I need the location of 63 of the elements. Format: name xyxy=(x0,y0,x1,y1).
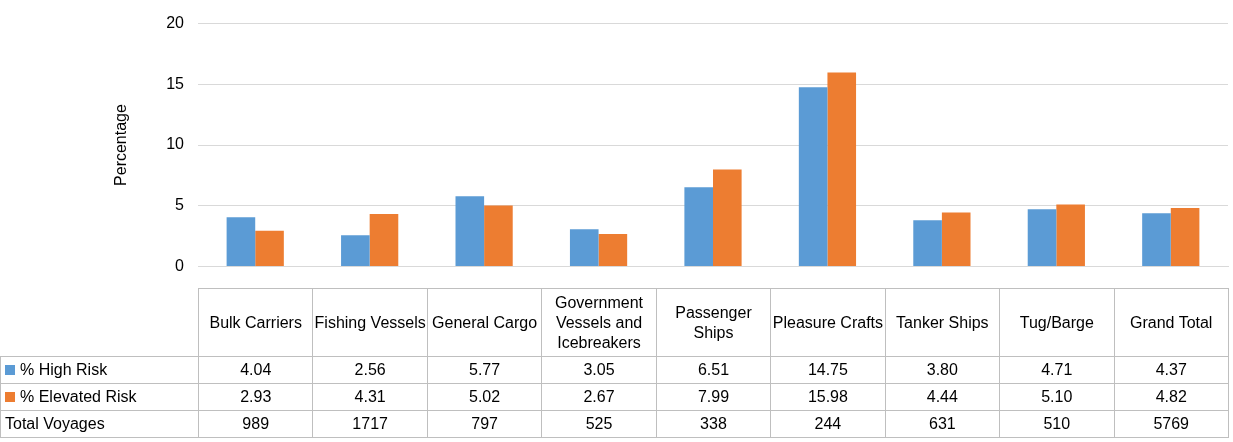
y-tick-label: 5 xyxy=(175,196,185,214)
data-label: 4.04 xyxy=(198,356,313,384)
text: 5769 xyxy=(1114,410,1229,438)
x-tick-label: Fishing Vessels xyxy=(312,288,428,357)
x-tick-label: Passenger Ships xyxy=(656,288,771,357)
data-label: 4.71 xyxy=(999,356,1114,384)
bar xyxy=(1142,213,1171,266)
text: 525 xyxy=(541,410,657,438)
y-axis-title: Percentage xyxy=(112,103,130,186)
data-label: 3.80 xyxy=(885,356,1000,384)
bar xyxy=(1056,204,1085,266)
bar xyxy=(798,87,828,266)
text: 989 xyxy=(198,410,313,438)
text: 631 xyxy=(885,410,1000,438)
x-tick-label: Tanker Ships xyxy=(885,288,1000,357)
bar xyxy=(1170,207,1200,266)
data-label: 7.99 xyxy=(656,383,771,411)
bar xyxy=(226,217,256,266)
x-tick-label: Tug/Barge xyxy=(999,288,1114,357)
legend-label: % Elevated Risk xyxy=(0,383,199,411)
x-tick-label: Government Vessels and Icebreakers xyxy=(541,288,657,357)
data-label: 4.37 xyxy=(1114,356,1229,384)
bar xyxy=(369,214,399,266)
text: 1717 xyxy=(312,410,428,438)
y-tick-label: 0 xyxy=(175,256,185,274)
bar xyxy=(827,72,857,266)
text: Total Voyages xyxy=(0,410,199,438)
text: 797 xyxy=(427,410,542,438)
data-label: 5.10 xyxy=(999,383,1114,411)
data-label: 5.02 xyxy=(427,383,542,411)
data-label: 2.56 xyxy=(312,356,428,384)
data-label: 14.75 xyxy=(770,356,886,384)
legend-label: % High Risk xyxy=(0,356,199,384)
data-label: 5.77 xyxy=(427,356,542,384)
bar xyxy=(569,229,599,266)
data-label: 4.44 xyxy=(885,383,1000,411)
y-tick-label: 15 xyxy=(166,74,185,92)
x-tick-label: Grand Total xyxy=(1114,288,1229,357)
text: 510 xyxy=(999,410,1114,438)
bar xyxy=(598,233,628,266)
bar xyxy=(713,169,742,266)
bar xyxy=(684,187,713,266)
x-tick-label: Pleasure Crafts xyxy=(770,288,886,357)
bar xyxy=(913,220,942,266)
data-label: 4.31 xyxy=(312,383,428,411)
data-label: 6.51 xyxy=(656,356,771,384)
bar xyxy=(1027,209,1057,266)
data-label: 2.67 xyxy=(541,383,657,411)
text: 338 xyxy=(656,410,771,438)
y-tick-label: 20 xyxy=(166,14,185,32)
x-tick-label: Bulk Carriers xyxy=(198,288,313,357)
y-tick-label: 10 xyxy=(166,135,185,153)
bar xyxy=(341,235,370,266)
bar xyxy=(941,212,971,266)
bar xyxy=(455,196,485,266)
data-label: 4.82 xyxy=(1114,383,1229,411)
bar xyxy=(255,230,284,266)
data-label: 15.98 xyxy=(770,383,886,411)
x-tick-label: General Cargo xyxy=(427,288,542,357)
data-label: 2.93 xyxy=(198,383,313,411)
data-label: 3.05 xyxy=(541,356,657,384)
bar xyxy=(484,205,513,266)
text: 244 xyxy=(770,410,886,438)
